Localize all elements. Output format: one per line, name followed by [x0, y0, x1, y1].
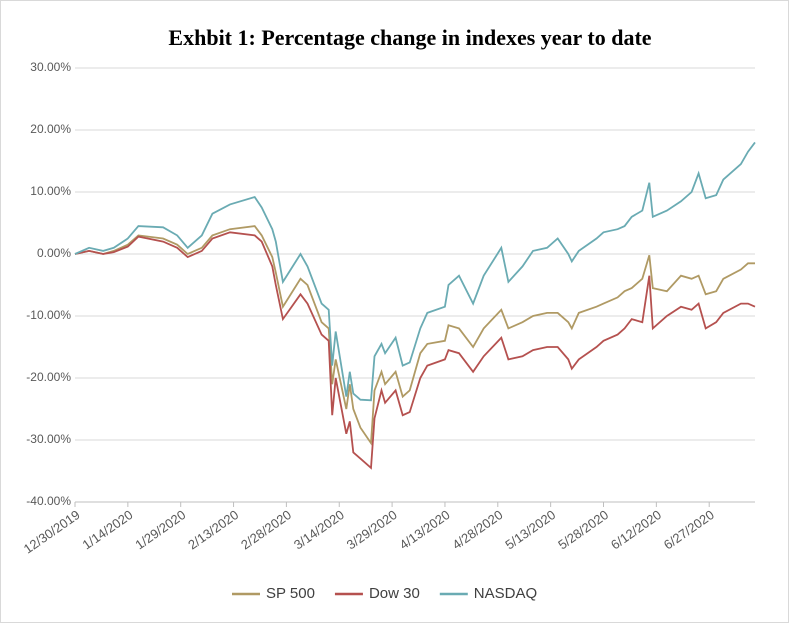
y-tick-label: 0.00%: [37, 246, 71, 260]
y-tick-label: 20.00%: [30, 122, 71, 136]
legend-label: SP 500: [266, 585, 315, 602]
legend-label: Dow 30: [369, 585, 420, 602]
y-tick-label: 10.00%: [30, 184, 71, 198]
chart-title: Exhbit 1: Percentage change in indexes y…: [168, 25, 651, 50]
y-tick-label: 30.00%: [30, 60, 71, 74]
series-line: [74, 231, 756, 470]
y-tick-label: -40.00%: [26, 494, 71, 508]
legend-label: NASDAQ: [474, 585, 537, 602]
y-tick-label: -20.00%: [26, 370, 71, 384]
series-line: [74, 141, 756, 402]
y-tick-label: -30.00%: [26, 432, 71, 446]
series-line: [74, 225, 755, 446]
y-tick-label: -10.00%: [26, 308, 71, 322]
